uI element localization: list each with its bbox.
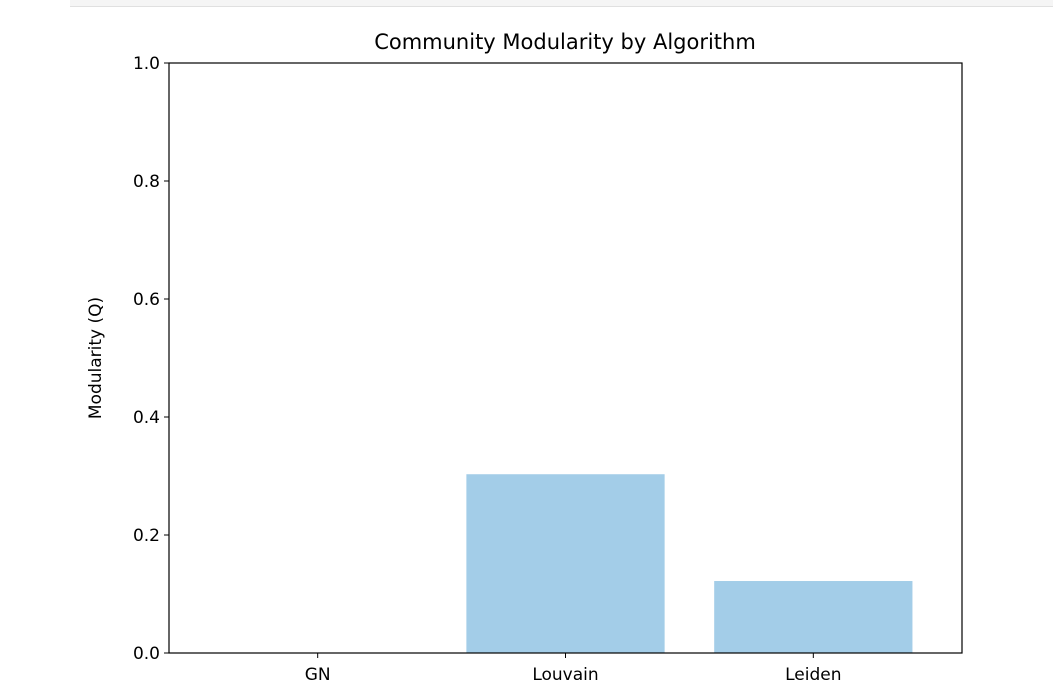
y-tick-label: 0.6 bbox=[133, 290, 160, 310]
y-tick-label: 1.0 bbox=[133, 54, 160, 74]
y-tick-label: 0.8 bbox=[133, 172, 160, 192]
y-tick-label: 0.2 bbox=[133, 526, 160, 546]
bars-group bbox=[466, 474, 913, 653]
plot-frame bbox=[168, 62, 963, 654]
x-tick-label: Louvain bbox=[532, 665, 598, 685]
notebook-cell-border bbox=[70, 0, 1053, 7]
x-tick-label: Leiden bbox=[785, 665, 841, 685]
x-axis-ticks: GN Louvain Leiden bbox=[305, 653, 842, 685]
chart-title: Community Modularity by Algorithm bbox=[374, 30, 756, 54]
x-tick-label: GN bbox=[305, 665, 331, 685]
y-tick-label: 0.4 bbox=[133, 408, 160, 428]
bar-leiden bbox=[714, 581, 913, 653]
y-axis-ticks: 0.0 0.2 0.4 0.6 0.8 1.0 bbox=[133, 54, 169, 664]
y-tick-label: 0.0 bbox=[133, 644, 160, 664]
y-axis-label: Modularity (Q) bbox=[86, 297, 106, 419]
bar-louvain bbox=[466, 474, 665, 653]
